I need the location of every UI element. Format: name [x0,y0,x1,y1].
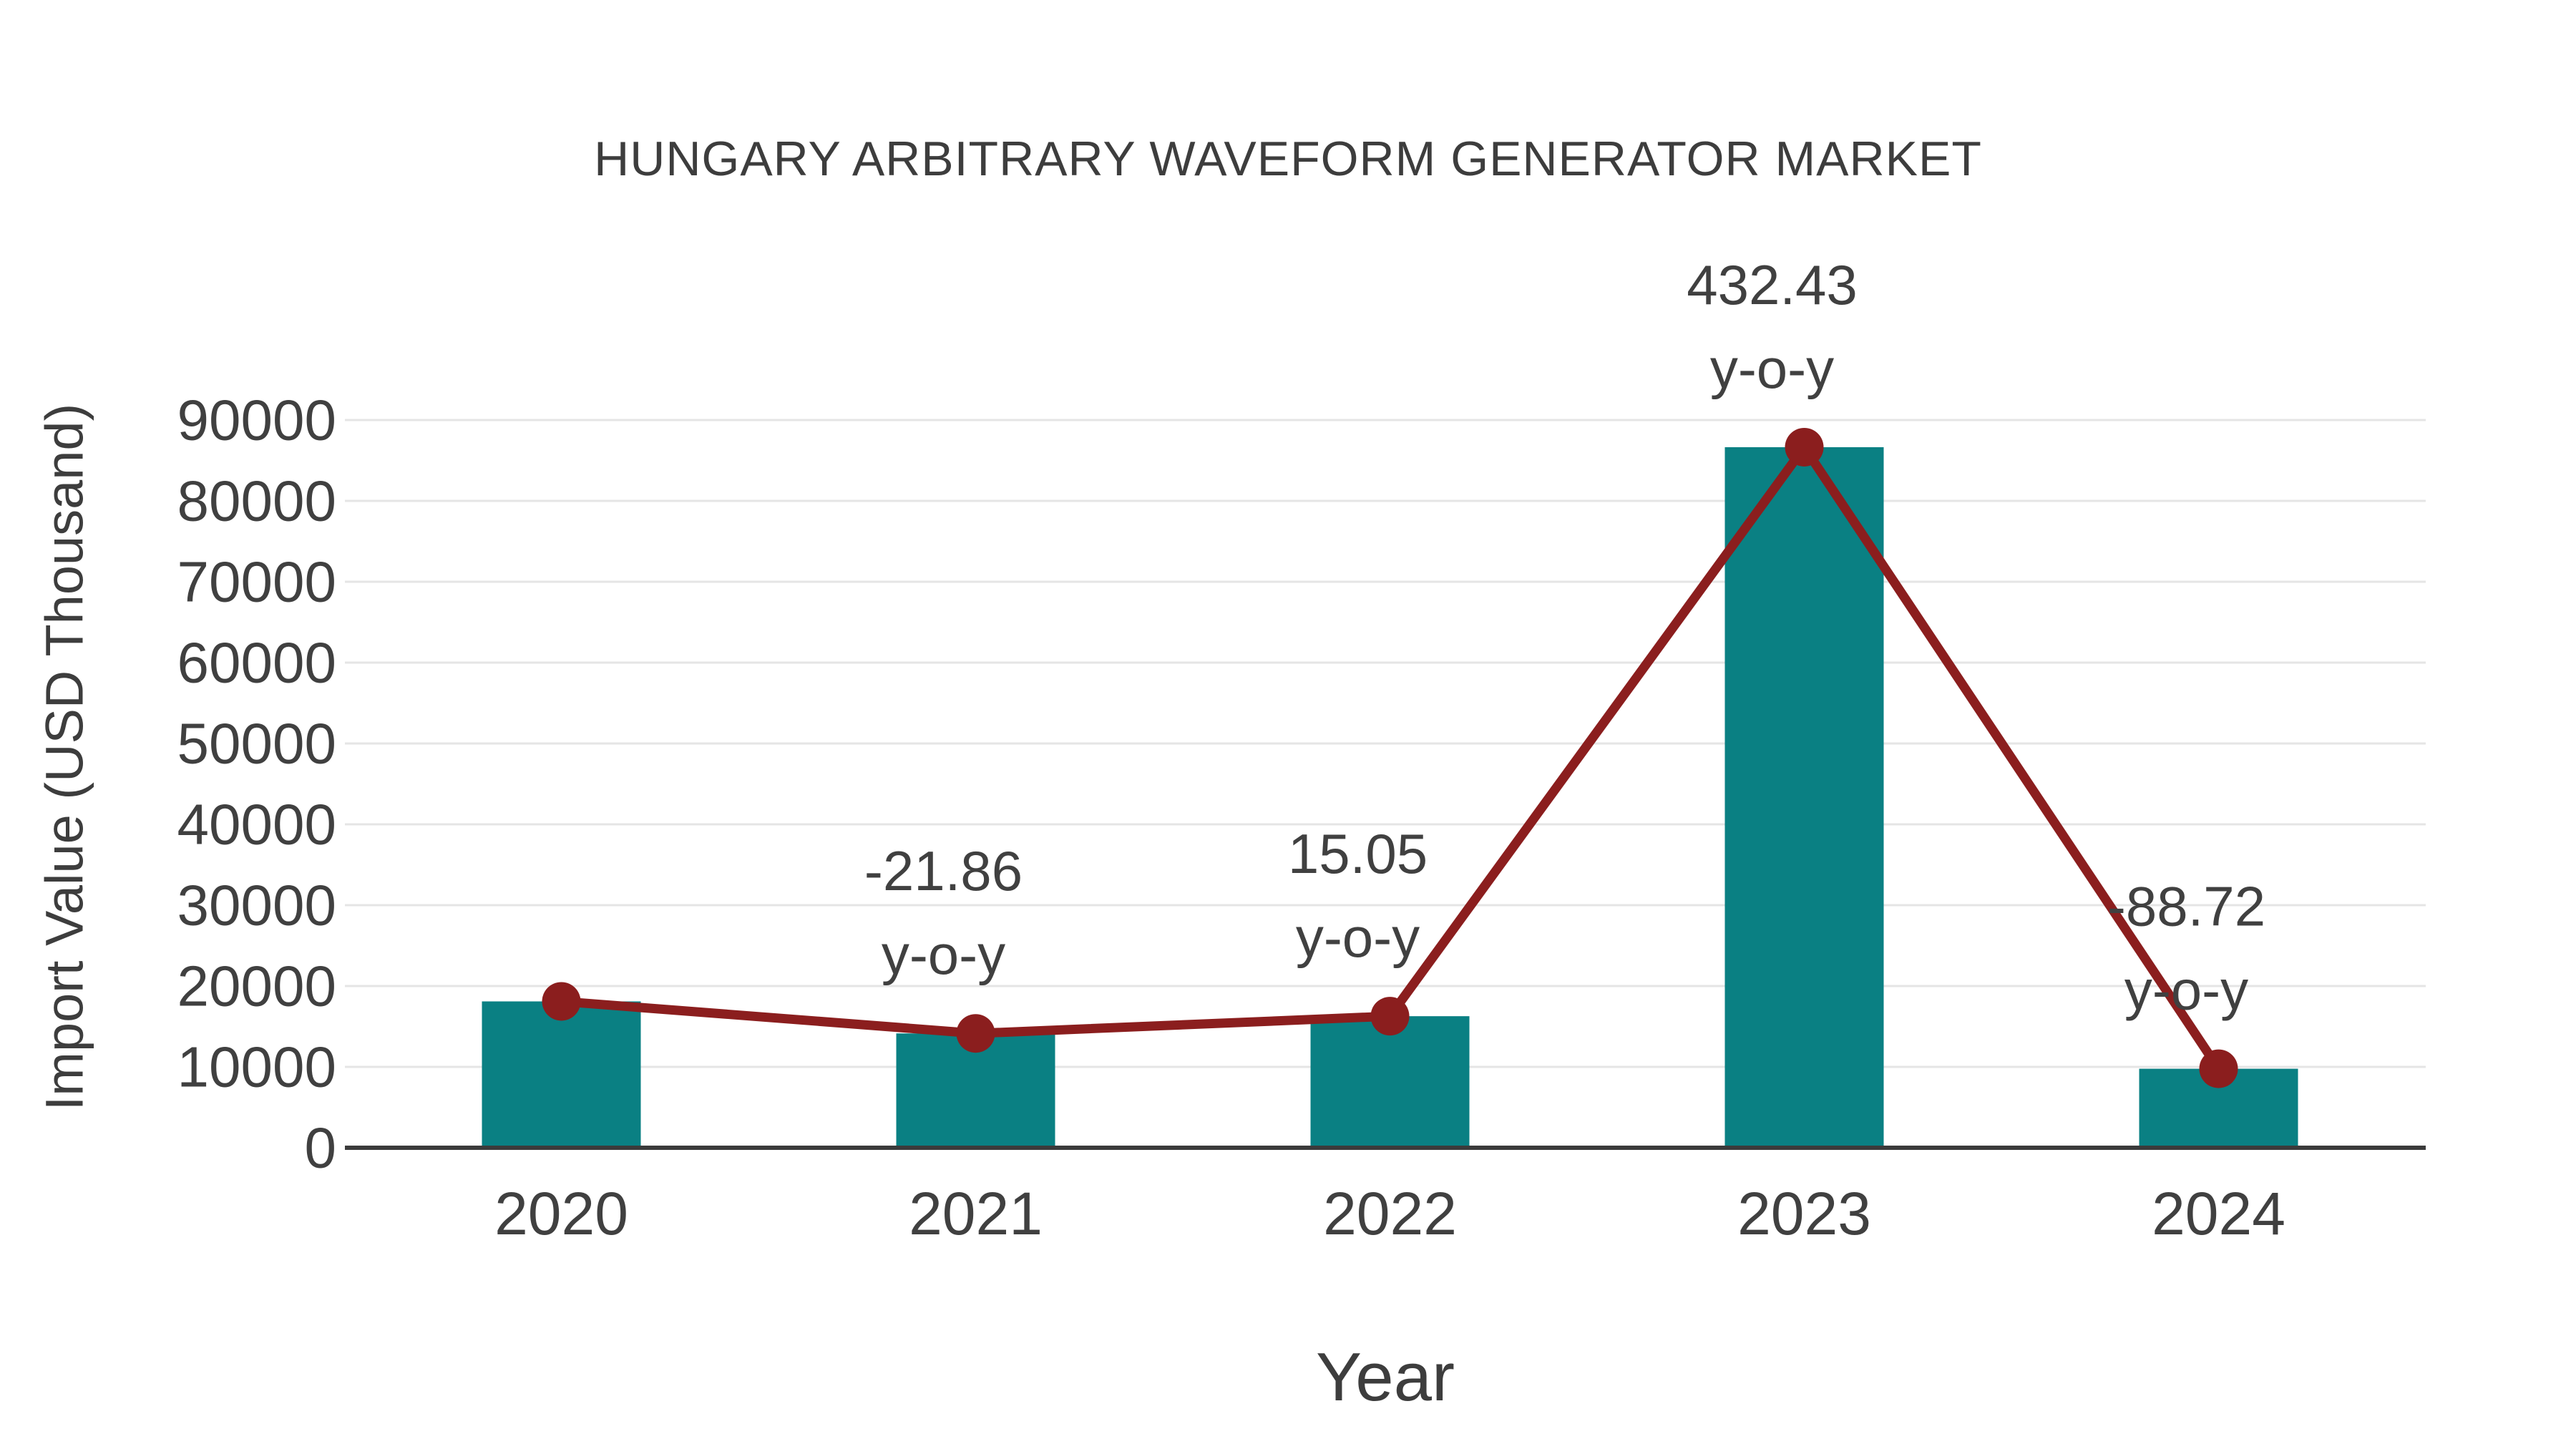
bar-2020 [482,1001,641,1148]
y-tick-label-60000: 60000 [177,631,336,695]
y-tick-label-10000: 10000 [177,1035,336,1099]
bar-2022 [1310,1016,1470,1148]
y-tick-label-40000: 40000 [177,793,336,857]
y-tick-label-80000: 80000 [177,469,336,533]
y-tick-label-20000: 20000 [177,955,336,1018]
x-category-label-2021: 2021 [909,1180,1043,1247]
line-series [557,442,2223,1074]
y-tick-label-90000: 90000 [177,389,336,452]
y-tick-label-50000: 50000 [177,712,336,776]
x-category-label-2024: 2024 [2152,1180,2285,1247]
data-point-marker-2022 [1370,997,1410,1036]
annotation-unit-2021: y-o-y [882,923,1005,986]
chart-title: HUNGARY ARBITRARY WAVEFORM GENERATOR MAR… [594,132,1982,186]
data-point-marker-2024 [2199,1049,2238,1088]
annotation-unit-2024: y-o-y [2124,959,2248,1022]
y-tick-label-30000: 30000 [177,874,336,937]
x-category-label-2022: 2022 [1323,1180,1457,1247]
annotation-value-2021: -21.86 [864,839,1023,902]
data-point-marker-2020 [542,982,581,1021]
y-tick-label-70000: 70000 [177,550,336,614]
x-axis-title: Year [1316,1339,1455,1415]
annotation-value-2024: -88.72 [2107,875,2265,938]
annotation-unit-2023: y-o-y [1710,337,1834,400]
data-point-marker-2021 [956,1014,995,1053]
annotation-value-2023: 432.43 [1687,253,1858,316]
data-point-marker-2023 [1785,427,1824,467]
bar-2023 [1724,447,1884,1148]
y-tick-label-0: 0 [305,1116,337,1180]
x-category-label-2020: 2020 [494,1180,628,1247]
x-category-label-2023: 2023 [1737,1180,1871,1247]
annotation-value-2022: 15.05 [1288,822,1428,885]
annotation-unit-2022: y-o-y [1296,906,1420,969]
